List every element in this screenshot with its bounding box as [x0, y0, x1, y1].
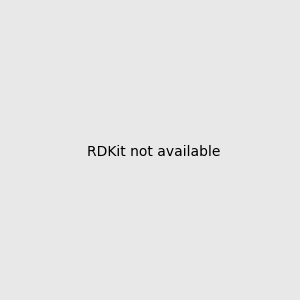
Text: RDKit not available: RDKit not available [87, 145, 220, 158]
